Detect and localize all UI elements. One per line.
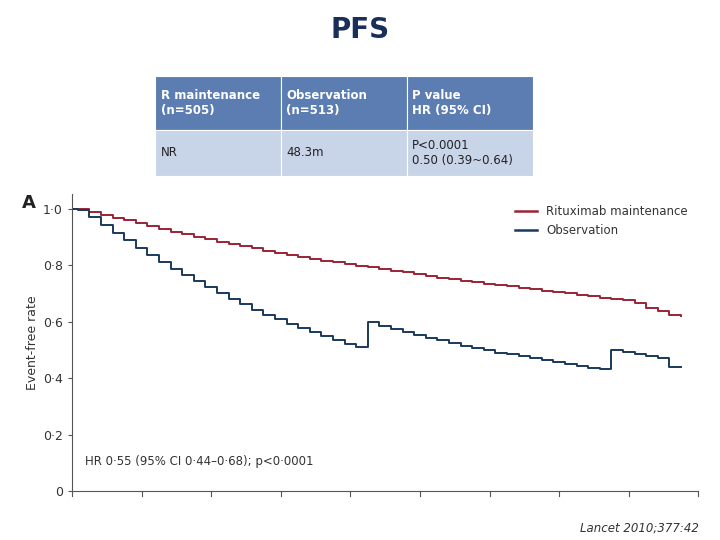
Text: Lancet 2010;377:42: Lancet 2010;377:42 [580,522,698,535]
Y-axis label: Event-free rate: Event-free rate [26,295,39,390]
Text: P<0.0001
0.50 (0.39~0.64): P<0.0001 0.50 (0.39~0.64) [413,139,513,166]
Text: P value
HR (95% CI): P value HR (95% CI) [413,89,492,117]
Legend: Rituximab maintenance, Observation: Rituximab maintenance, Observation [510,200,693,241]
Text: Observation
(n=513): Observation (n=513) [287,89,367,117]
Text: PFS: PFS [330,16,390,44]
Text: NR: NR [161,146,177,159]
Text: A: A [22,194,35,212]
Text: 48.3m: 48.3m [287,146,324,159]
Text: R maintenance
(n=505): R maintenance (n=505) [161,89,260,117]
Text: HR 0·55 (95% CI 0·44–0·68); p<0·0001: HR 0·55 (95% CI 0·44–0·68); p<0·0001 [84,455,313,468]
